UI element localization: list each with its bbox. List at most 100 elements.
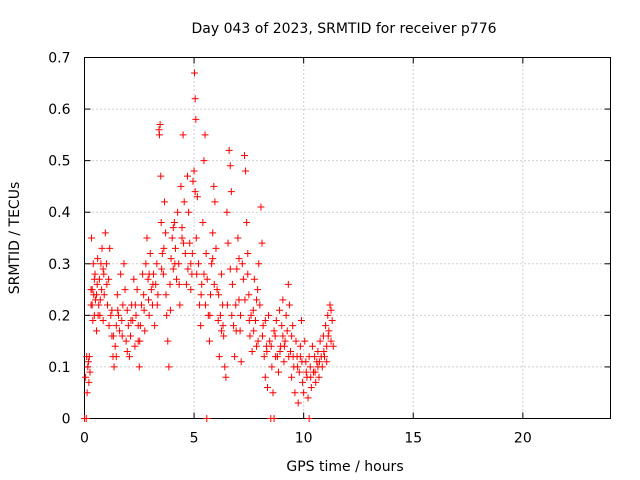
data-point	[192, 115, 200, 123]
data-point	[180, 198, 188, 206]
data-point	[254, 337, 262, 345]
data-point	[171, 260, 179, 268]
data-point	[160, 244, 168, 252]
data-point	[323, 358, 331, 366]
data-point	[157, 219, 165, 227]
y-tick-labels: 0 0.1 0.2 0.3 0.4 0.5 0.6 0.7	[48, 51, 70, 428]
data-point	[230, 322, 238, 330]
data-point	[125, 353, 133, 361]
data-point	[112, 353, 120, 361]
data-point	[108, 306, 116, 314]
data-point	[122, 337, 130, 345]
data-point	[193, 193, 201, 201]
data-point	[249, 306, 257, 314]
data-point	[242, 167, 250, 175]
data-point	[300, 389, 308, 397]
data-point	[320, 347, 328, 355]
data-point	[197, 291, 205, 299]
data-point	[200, 270, 208, 278]
data-point	[308, 342, 316, 350]
x-axis-label: GPS time / hours	[286, 459, 403, 475]
data-point	[153, 301, 161, 309]
y-tick-label: 0.3	[48, 257, 70, 273]
data-point	[100, 291, 108, 299]
data-point	[283, 327, 291, 335]
data-point	[276, 306, 284, 314]
data-point	[156, 121, 164, 129]
data-point	[212, 244, 220, 252]
data-point	[190, 167, 198, 175]
y-tick-label: 0.4	[48, 205, 70, 221]
data-point	[299, 378, 307, 386]
data-point	[304, 394, 312, 402]
data-point	[289, 353, 297, 361]
data-point	[323, 342, 331, 350]
data-point	[102, 260, 110, 268]
data-point	[263, 347, 271, 355]
data-point	[217, 327, 225, 335]
data-point	[93, 280, 101, 288]
data-point	[261, 373, 269, 381]
data-point	[84, 358, 92, 366]
data-point	[145, 270, 153, 278]
data-point	[209, 255, 217, 263]
data-point	[137, 301, 145, 309]
data-point	[276, 347, 284, 355]
data-point	[235, 296, 243, 304]
y-tick-label: 0.5	[48, 154, 70, 170]
data-point	[272, 317, 280, 325]
data-point	[259, 322, 267, 330]
data-point	[187, 286, 195, 294]
data-point	[118, 332, 126, 340]
data-point	[280, 342, 288, 350]
data-point	[289, 322, 297, 330]
data-point	[99, 317, 107, 325]
data-point	[248, 347, 256, 355]
data-point	[101, 229, 109, 237]
data-point	[258, 332, 266, 340]
data-point	[199, 219, 207, 227]
data-point	[157, 172, 165, 180]
data-point	[294, 399, 302, 407]
data-point	[298, 358, 306, 366]
data-point	[287, 347, 295, 355]
data-point	[104, 301, 112, 309]
data-point	[140, 306, 148, 314]
data-point	[240, 151, 248, 159]
data-point	[93, 291, 101, 299]
y-tick-label: 0.6	[48, 102, 70, 118]
data-point	[114, 306, 122, 314]
data-point	[109, 332, 117, 340]
data-point	[145, 311, 153, 319]
data-point	[270, 415, 278, 422]
data-point	[256, 301, 264, 309]
y-tick-label: 0.1	[48, 360, 70, 376]
data-point	[132, 311, 140, 319]
data-point	[314, 363, 322, 371]
data-point	[211, 198, 219, 206]
data-point	[127, 332, 135, 340]
data-point	[155, 131, 163, 139]
data-point	[88, 234, 96, 242]
data-point	[288, 373, 296, 381]
y-tick-label: 0	[62, 412, 71, 428]
data-point	[169, 224, 177, 232]
data-point	[215, 291, 223, 299]
data-point	[295, 368, 303, 376]
data-point	[164, 337, 172, 345]
data-point	[197, 322, 205, 330]
data-point	[243, 219, 251, 227]
data-point	[282, 311, 290, 319]
data-point	[133, 286, 141, 294]
data-point	[120, 260, 128, 268]
data-point	[151, 322, 159, 330]
data-point	[232, 327, 240, 335]
data-point	[153, 260, 161, 268]
y-tick-label: 0.7	[48, 51, 70, 67]
y-axis-label: SRMTID / TECUs	[7, 182, 23, 295]
data-point	[316, 337, 324, 345]
data-point	[91, 270, 99, 278]
y-tick-label: 0.2	[48, 308, 70, 324]
data-point	[84, 363, 92, 371]
data-point	[158, 265, 166, 273]
